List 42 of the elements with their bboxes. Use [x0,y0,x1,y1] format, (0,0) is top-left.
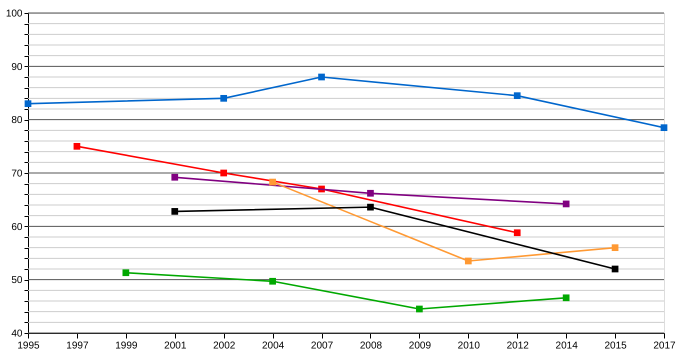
point [24,100,32,108]
x-tick-label: 2014 [556,340,578,350]
point [171,174,178,181]
point [122,269,130,276]
point [171,208,178,215]
x-tick-label: 2007 [310,340,334,350]
point [514,92,521,100]
x-tick-label: 2010 [458,340,480,350]
y-tick-label: 90 [11,62,23,73]
point [562,294,570,302]
x-tick-label: 2015 [604,340,628,350]
x-tick-label: 2008 [360,340,383,350]
point [416,306,423,312]
point [514,229,521,236]
x-tick-label: 2017 [653,340,676,350]
point [318,74,325,80]
x-tick-label: 2001 [164,340,187,350]
point [74,142,80,150]
point [562,200,570,208]
y-tick-label: 80 [11,115,23,126]
y-tick-label: 100 [6,8,23,20]
point [269,178,276,186]
point [464,258,472,264]
point [367,190,374,197]
point [220,94,228,102]
point [220,170,228,176]
y-tick-label: 50 [11,275,23,286]
x-tick-label: 2004 [262,340,285,350]
point [660,124,668,132]
x-tick-label: 2002 [213,340,236,350]
x-tick-label: 1995 [17,340,40,350]
point [612,266,618,272]
x-tick-label: 1999 [115,340,138,350]
point [612,244,618,252]
y-tick-label: 40 [11,328,23,340]
point [269,278,276,285]
x-tick-label: 1997 [66,340,89,350]
x-tick-label: 2012 [506,340,530,350]
y-tick-label: 60 [11,222,23,233]
x-tick-label: 2009 [408,340,432,350]
y-tick-label: 70 [11,168,23,180]
point [367,204,374,210]
